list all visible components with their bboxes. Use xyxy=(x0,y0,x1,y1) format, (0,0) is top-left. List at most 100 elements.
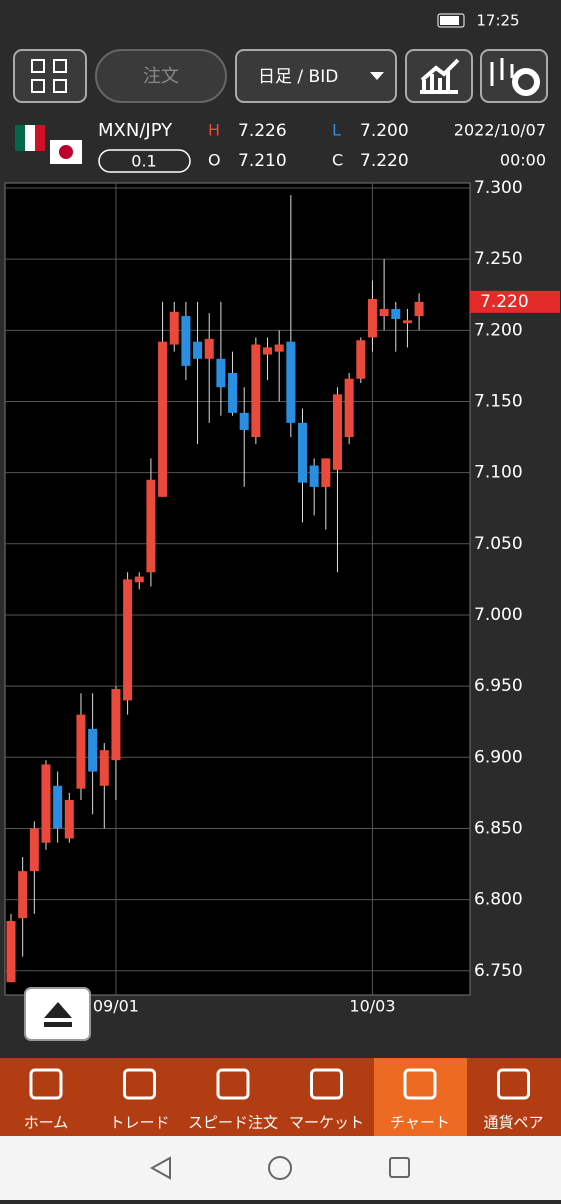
last-price-label: 7.220 xyxy=(480,292,529,312)
flag-mx-red xyxy=(35,125,45,151)
candle-body xyxy=(204,338,214,359)
plot-area xyxy=(4,182,471,996)
close: 7.220 xyxy=(360,151,409,171)
y-tick-label: 6.900 xyxy=(474,747,523,767)
battery-icon xyxy=(437,13,465,28)
tab-icon[interactable] xyxy=(310,1068,343,1100)
status-time: 17:25 xyxy=(476,12,519,30)
candle-body xyxy=(391,308,401,319)
candle-body xyxy=(402,320,412,324)
flag-jp-sun xyxy=(59,145,73,159)
y-tick-label: 6.950 xyxy=(474,676,523,696)
y-tick-label: 6.850 xyxy=(474,818,523,838)
time: 00:00 xyxy=(500,151,546,170)
settings-button[interactable] xyxy=(480,49,548,103)
back-button[interactable] xyxy=(149,1156,171,1180)
tab-icon[interactable] xyxy=(123,1068,156,1100)
y-tick-label: 7.250 xyxy=(474,249,523,269)
h-label: H xyxy=(208,121,220,140)
y-tick-label: 6.800 xyxy=(474,890,523,910)
candle-body xyxy=(169,311,179,345)
candle-body xyxy=(111,688,121,761)
candle-body xyxy=(123,579,133,701)
indicator-button[interactable] xyxy=(405,49,473,103)
order-button[interactable] xyxy=(95,49,227,103)
candle-body xyxy=(18,871,28,919)
tab-label: スピード注文 xyxy=(188,1114,278,1132)
candle-body xyxy=(6,920,16,983)
collapse-button[interactable] xyxy=(24,987,91,1041)
dropdown-arrow xyxy=(370,72,384,80)
timeframe-select[interactable] xyxy=(235,49,397,103)
tab-label: トレード xyxy=(109,1114,169,1132)
y-tick-label: 7.000 xyxy=(474,605,523,625)
candle-body xyxy=(321,458,331,487)
candle-body xyxy=(146,479,156,573)
y-tick-label: 7.150 xyxy=(474,391,523,411)
tab-label: 通貨ペア xyxy=(483,1114,543,1132)
x-tick-label: 10/03 xyxy=(349,997,395,1016)
tab-bar xyxy=(0,1058,561,1136)
order-label: 注文 xyxy=(143,66,179,87)
recents-button[interactable] xyxy=(389,1157,410,1178)
pair: MXN/JPY xyxy=(98,120,173,141)
last-price-tag xyxy=(470,290,560,313)
candle-body xyxy=(332,394,342,470)
menu-button[interactable] xyxy=(13,49,87,103)
tab-icon[interactable] xyxy=(497,1068,530,1100)
y-tick-label: 7.200 xyxy=(474,320,523,340)
open: 7.210 xyxy=(238,151,287,171)
y-tick-label: 7.300 xyxy=(474,178,523,198)
o-label: O xyxy=(208,151,221,170)
candle-body xyxy=(274,344,284,352)
candle-body xyxy=(88,728,98,772)
candle-body xyxy=(239,412,249,430)
candle-body xyxy=(76,714,86,789)
candle-body xyxy=(228,373,238,413)
low: 7.200 xyxy=(360,121,409,141)
candle-body xyxy=(64,800,74,839)
y-tick-label: 7.100 xyxy=(474,463,523,483)
date: 2022/10/07 xyxy=(454,121,546,140)
candle-body xyxy=(193,341,203,359)
tab-label: チャート xyxy=(390,1114,450,1132)
tab-icon[interactable] xyxy=(216,1068,250,1100)
flag-mx-green xyxy=(15,125,25,151)
candle-body xyxy=(298,422,307,483)
candle-body xyxy=(29,828,39,872)
lot: 0.1 xyxy=(131,152,156,171)
candle-body xyxy=(344,378,354,438)
tab-icon[interactable] xyxy=(403,1068,437,1100)
tab-icon[interactable] xyxy=(29,1068,63,1100)
candle-body xyxy=(367,299,377,338)
y-tick-label: 7.050 xyxy=(474,534,523,554)
candle-body xyxy=(356,340,366,379)
candle-body xyxy=(181,316,191,366)
lot-box[interactable] xyxy=(98,149,191,173)
candle-body xyxy=(41,764,51,843)
candle-body xyxy=(286,341,296,423)
home-button[interactable] xyxy=(268,1156,292,1180)
tab-label: ホーム xyxy=(24,1114,69,1132)
candle-body xyxy=(53,785,63,829)
c-label: C xyxy=(332,151,343,170)
y-tick-label: 6.750 xyxy=(474,961,523,981)
candle-body xyxy=(158,341,168,497)
system-nav xyxy=(0,1136,561,1200)
battery-level xyxy=(440,16,459,25)
candle-body xyxy=(216,358,226,388)
tab-label: マーケット xyxy=(289,1114,364,1132)
candle-body xyxy=(251,344,261,438)
candle-body xyxy=(414,301,424,317)
timeframe-label: 日足 / BID xyxy=(258,67,338,87)
candle-body xyxy=(263,347,273,355)
high: 7.226 xyxy=(238,121,287,141)
candle-body xyxy=(134,576,144,583)
candle-body xyxy=(379,308,389,317)
candle-body xyxy=(99,750,109,786)
x-tick-label: 09/01 xyxy=(93,997,139,1016)
l-label: L xyxy=(332,121,341,140)
candle-body xyxy=(309,465,319,487)
